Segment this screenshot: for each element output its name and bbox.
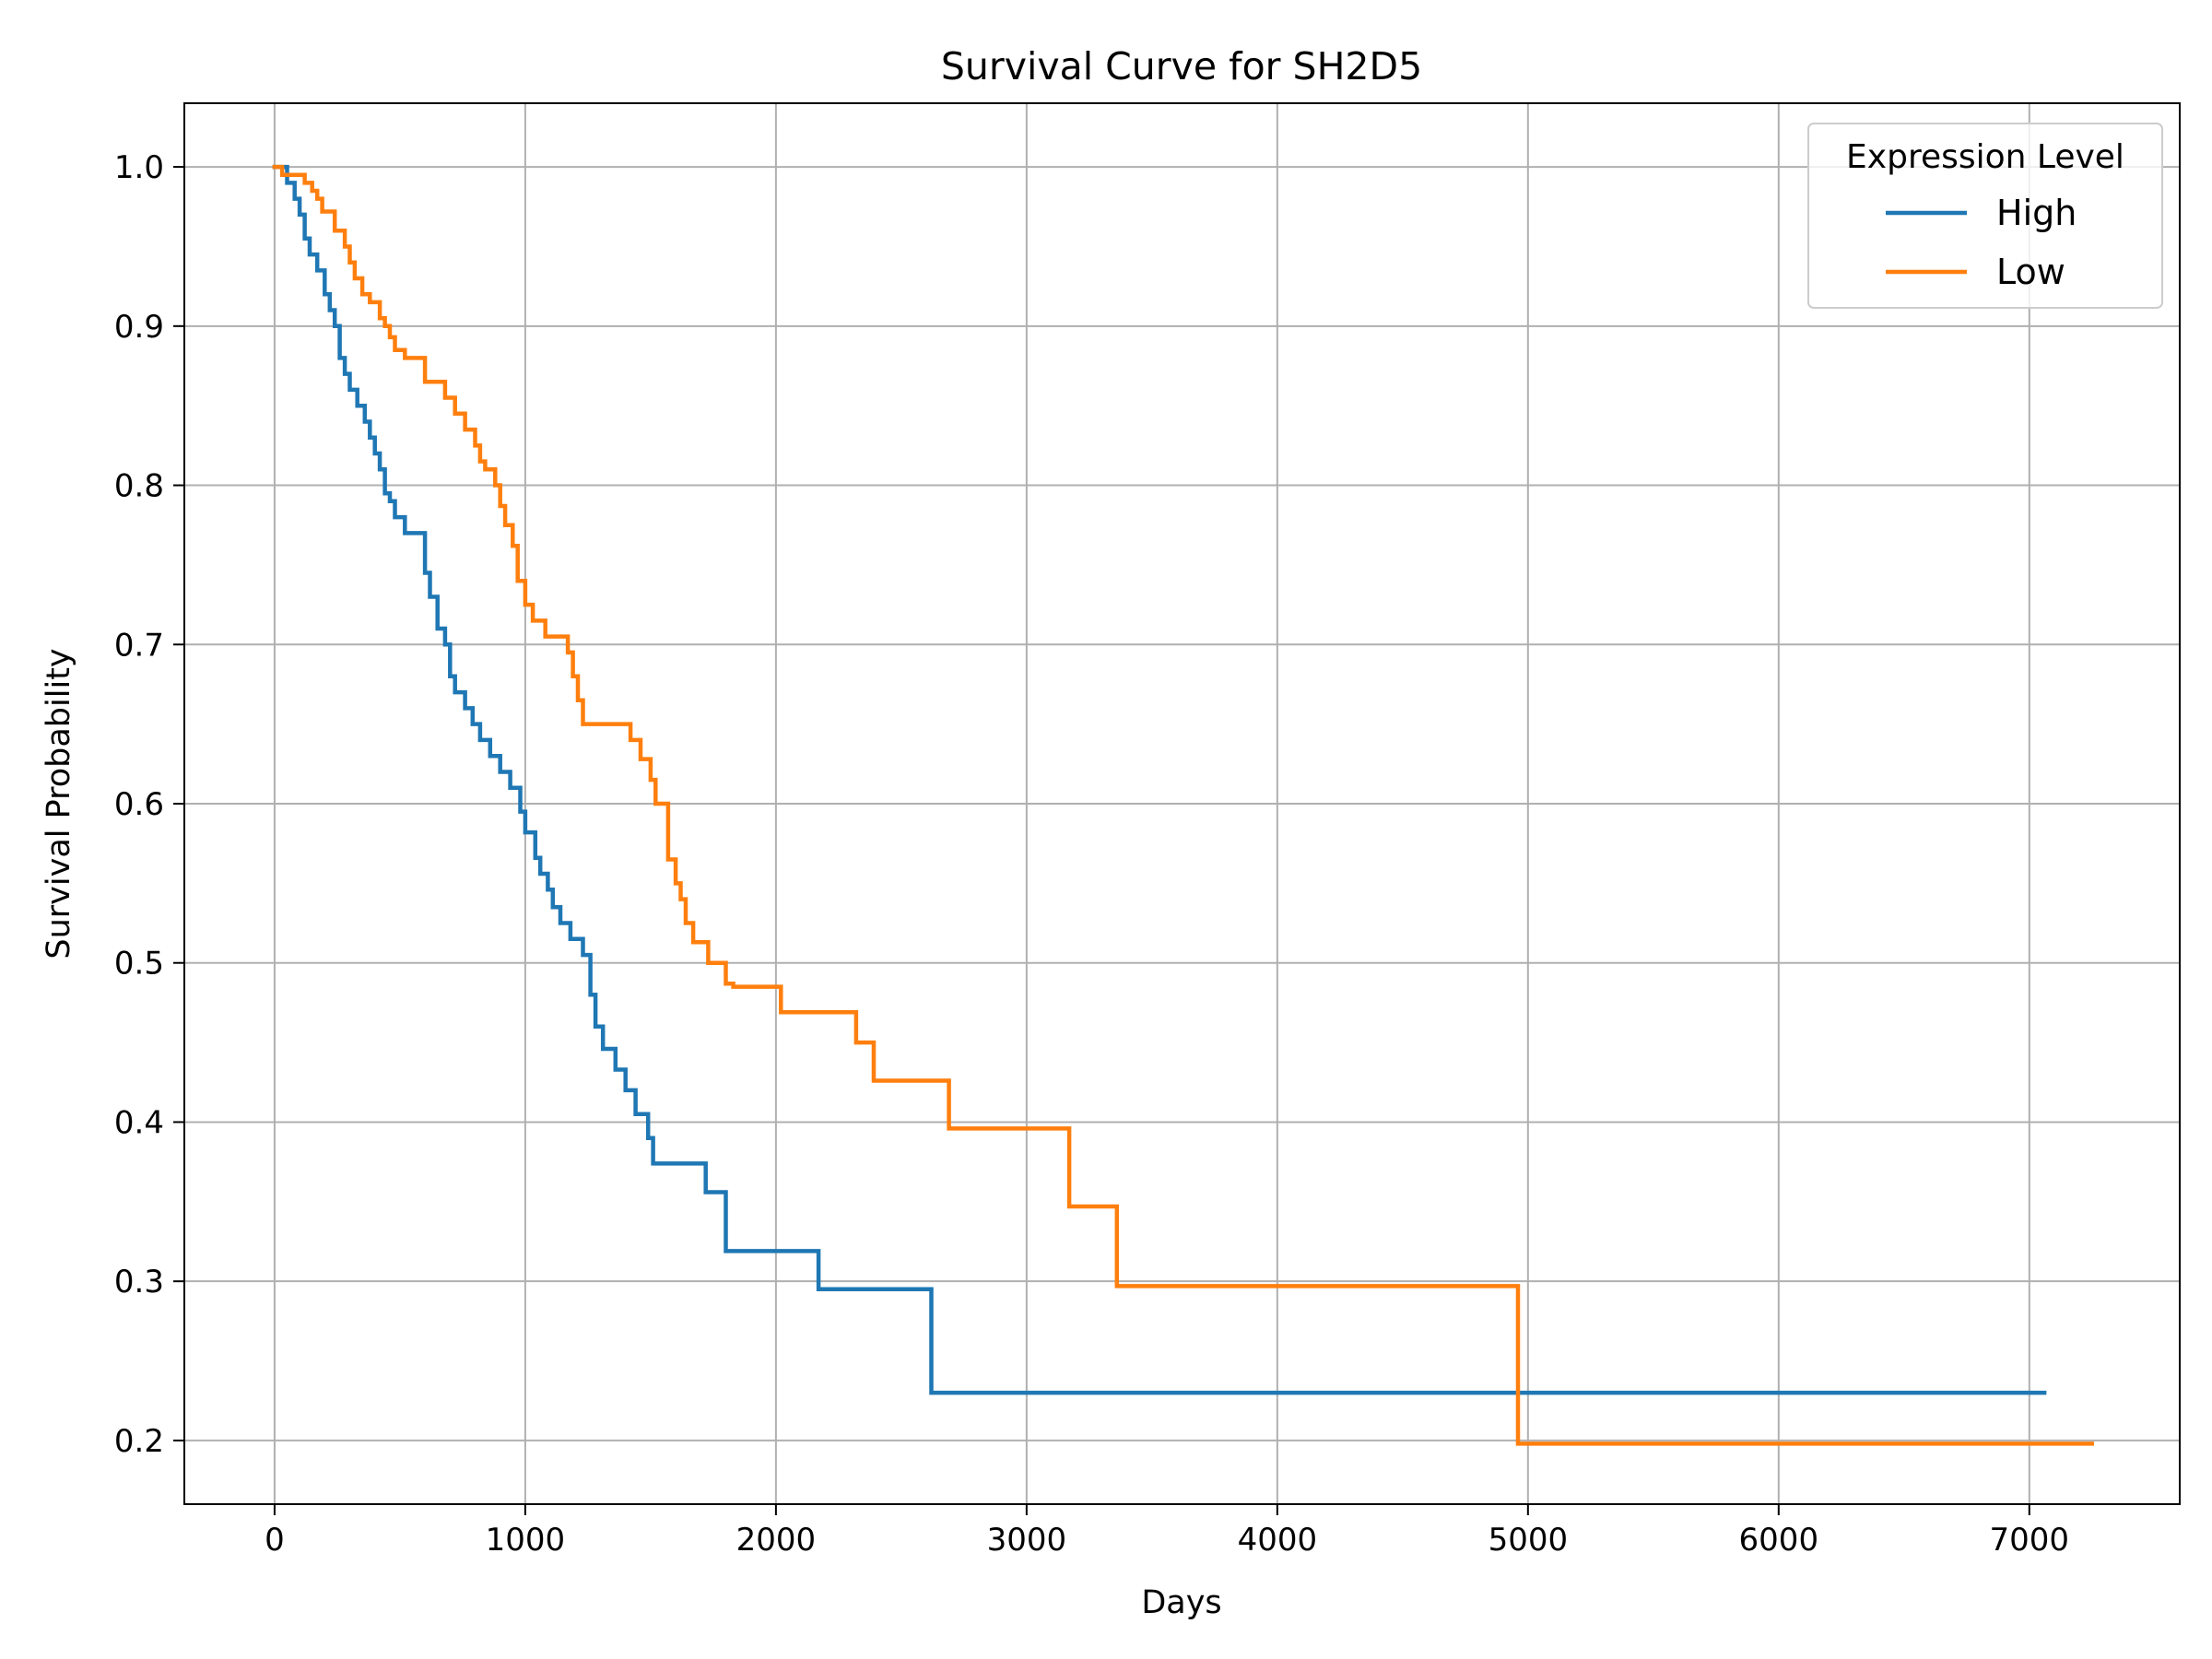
y-axis-ticks: 0.2 0.3 0.4 0.5 0.6 0.7 0.8 0.9 1.0 bbox=[114, 149, 184, 1460]
y-tick-label: 1.0 bbox=[114, 149, 164, 186]
legend-label-high: High bbox=[1996, 193, 2077, 233]
y-tick-label: 0.7 bbox=[114, 627, 164, 664]
legend-box bbox=[1807, 123, 2163, 309]
y-tick-label: 0.4 bbox=[114, 1104, 164, 1141]
x-tick-label: 6000 bbox=[1739, 1522, 1819, 1559]
series-line-high bbox=[272, 164, 2047, 1395]
x-axis-label: Days bbox=[1141, 1584, 1221, 1621]
legend-label-low: Low bbox=[1996, 252, 2065, 292]
x-tick-label: 0 bbox=[265, 1522, 285, 1559]
y-tick-label: 0.3 bbox=[114, 1264, 164, 1300]
x-tick-label: 4000 bbox=[1238, 1522, 1318, 1559]
legend: Expression Level High Low bbox=[1807, 123, 2163, 309]
x-axis-ticks: 0 1000 2000 3000 4000 5000 6000 7000 bbox=[265, 1504, 2069, 1559]
y-tick-label: 0.8 bbox=[114, 468, 164, 505]
x-tick-label: 7000 bbox=[1990, 1522, 2070, 1559]
series-layer bbox=[272, 164, 2095, 1446]
x-tick-label: 1000 bbox=[486, 1522, 566, 1559]
series-line-low bbox=[272, 164, 2095, 1446]
chart-title: Survival Curve for SH2D5 bbox=[941, 44, 1422, 88]
x-tick-label: 5000 bbox=[1488, 1522, 1569, 1559]
y-tick-label: 0.2 bbox=[114, 1423, 164, 1460]
legend-title: Expression Level bbox=[1846, 138, 2124, 176]
x-tick-label: 2000 bbox=[736, 1522, 817, 1559]
y-tick-label: 0.9 bbox=[114, 309, 164, 346]
grid bbox=[184, 103, 2180, 1504]
x-tick-label: 3000 bbox=[987, 1522, 1067, 1559]
y-axis-label: Survival Probability bbox=[41, 648, 77, 959]
y-tick-label: 0.6 bbox=[114, 786, 164, 823]
y-tick-label: 0.5 bbox=[114, 946, 164, 982]
